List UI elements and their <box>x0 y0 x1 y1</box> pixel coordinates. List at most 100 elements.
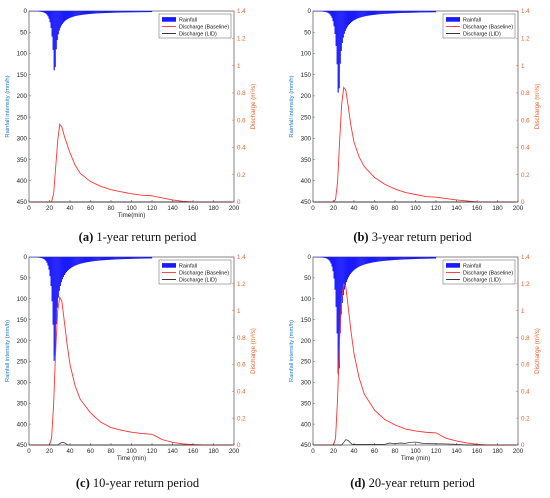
rainfall-bar <box>89 257 91 262</box>
rainfall-bar <box>39 11 41 12</box>
rainfall-bar <box>112 257 114 260</box>
rainfall-bar <box>385 257 387 261</box>
rainfall-bar <box>410 257 412 260</box>
rainfall-bar <box>124 257 126 260</box>
rainfall-bar <box>122 257 124 260</box>
left-y-tick-label: 200 <box>17 338 28 345</box>
x-tick-label: 40 <box>67 205 74 212</box>
rainfall-bar <box>361 257 363 266</box>
rainfall-bar <box>141 11 143 13</box>
rainfall-bar <box>404 11 406 13</box>
rainfall-bar <box>337 11 339 93</box>
right-y-tick-label: 0 <box>237 199 241 206</box>
rainfall-bar <box>93 257 95 262</box>
rainfall-bar <box>420 11 422 13</box>
rainfall-bar <box>347 257 350 278</box>
legend-label: Discharge (LID) <box>179 31 217 37</box>
x-tick-label: 40 <box>351 205 358 212</box>
rainfall-bar <box>48 257 50 270</box>
rainfall-bar <box>44 257 46 260</box>
x-tick-label: 120 <box>147 448 158 455</box>
rainfall-bar <box>140 11 142 13</box>
rainfall-bar <box>347 11 350 26</box>
rainfall-bar <box>132 11 134 13</box>
rainfall-bar <box>370 257 372 263</box>
right-y-tick-label: 1 <box>237 308 241 315</box>
rainfall-bar <box>433 257 436 259</box>
rainfall-bar <box>348 11 351 25</box>
right-y-axis-label: Discharge (m³/s) <box>250 84 257 130</box>
rainfall-bar <box>321 257 323 258</box>
rainfall-bar <box>352 11 355 21</box>
rainfall-bar <box>364 11 366 17</box>
rainfall-bar <box>60 11 62 26</box>
left-y-tick-label: 0 <box>308 254 312 261</box>
rainfall-bar <box>93 11 95 14</box>
rainfall-bar <box>70 11 72 18</box>
rainfall-bar <box>94 257 96 262</box>
rainfall-bar <box>351 11 354 22</box>
x-tick-label: 140 <box>451 448 462 455</box>
rainfall-bar <box>97 257 99 261</box>
left-y-tick-label: 0 <box>308 8 312 15</box>
rainfall-bar <box>333 257 335 279</box>
rainfall-bar <box>414 11 416 13</box>
rainfall-bar <box>45 11 47 14</box>
rainfall-bar <box>371 11 373 16</box>
rainfall-bar <box>118 257 120 260</box>
rainfall-bar <box>127 11 129 13</box>
rainfall-bar <box>392 11 395 14</box>
left-y-tick-label: 300 <box>301 136 312 143</box>
rainfall-bar <box>82 257 84 264</box>
right-y-tick-label: 0.8 <box>237 90 246 97</box>
rainfall-bar <box>344 257 346 286</box>
x-tick-label: 20 <box>46 205 53 212</box>
rainfall-bar <box>343 11 345 34</box>
rainfall-bar <box>105 257 108 260</box>
rainfall-bar <box>54 257 56 356</box>
rainfall-bar <box>108 11 111 13</box>
left-y-tick-label: 350 <box>17 400 28 407</box>
rainfall-bar <box>368 257 370 264</box>
rainfall-bar <box>127 257 129 259</box>
left-y-axis-label: Rainfall intensity (mm/h) <box>289 320 295 382</box>
rainfall-bar <box>412 11 414 13</box>
rainfall-bar <box>106 257 109 260</box>
rainfall-bar <box>366 11 368 16</box>
rainfall-bar <box>102 257 104 261</box>
rainfall-bar <box>417 11 419 13</box>
rainfall-bar <box>149 11 152 13</box>
x-tick-label: 160 <box>188 205 199 212</box>
right-y-axis-label: Discharge (m³/s) <box>250 328 257 374</box>
rainfall-bar <box>148 257 151 259</box>
rainfall-bar <box>43 257 45 260</box>
x-tick-label: 140 <box>167 205 178 212</box>
rainfall-bar <box>90 257 92 262</box>
rainfall-bar <box>406 257 408 260</box>
rainfall-bar <box>400 257 402 260</box>
rainfall-bar <box>422 11 424 13</box>
rainfall-bar <box>83 11 85 15</box>
rainfall-bar <box>363 257 365 265</box>
rainfall-bar <box>121 257 123 260</box>
rainfall-bar <box>64 11 67 21</box>
left-y-tick-label: 350 <box>301 400 312 407</box>
rainfall-bar <box>390 257 393 261</box>
rainfall-bar <box>40 257 42 258</box>
rainfall-bar <box>84 257 86 263</box>
right-y-tick-label: 1.4 <box>521 8 530 15</box>
rainfall-bar <box>402 11 404 13</box>
x-axis-label: Time(min) <box>118 212 146 219</box>
rainfall-bar <box>395 257 397 260</box>
rainfall-bar <box>59 257 61 286</box>
rainfall-bar <box>58 11 60 31</box>
left-y-tick-label: 450 <box>17 199 28 206</box>
rainfall-bar <box>388 11 391 14</box>
x-tick-label: 40 <box>351 448 358 455</box>
x-tick-label: 200 <box>229 448 240 455</box>
right-y-tick-label: 0.4 <box>237 388 246 395</box>
rainfall-bar <box>327 11 329 13</box>
rainfall-bar <box>53 11 55 71</box>
rainfall-bar <box>39 257 41 258</box>
rainfall-bar <box>51 11 53 37</box>
